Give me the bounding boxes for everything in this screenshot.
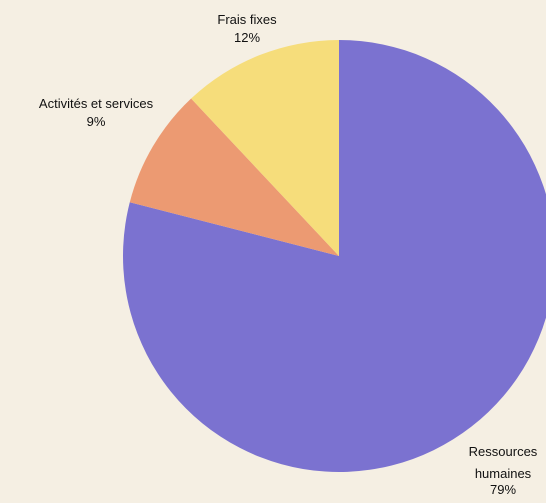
pie-slices bbox=[123, 40, 546, 472]
pie-value-label: 9% bbox=[87, 114, 106, 129]
pie-name-label: Frais fixes bbox=[217, 12, 277, 27]
pie-value-label: 12% bbox=[234, 30, 260, 45]
pie-labels: Ressources humaines 79% Activités et servic… bbox=[39, 12, 538, 497]
pie-label-frais-fixes: Frais fixes 12% bbox=[217, 12, 277, 45]
pie-name-label: humaines bbox=[475, 466, 532, 481]
pie-label-ressources-humaines: Ressources humaines 79% bbox=[469, 444, 538, 497]
pie-name-label: Ressources bbox=[469, 444, 538, 459]
pie-name-label: Activités et services bbox=[39, 96, 154, 111]
pie-label-activit-s-et-services: Activités et services 9% bbox=[39, 96, 154, 129]
pie-slice-frais-fixes bbox=[191, 40, 339, 256]
pie-slice-ressources-humaines bbox=[123, 40, 546, 472]
pie-slice-activit-s-et-services bbox=[129, 98, 339, 256]
pie-value-label: 79% bbox=[490, 482, 516, 497]
